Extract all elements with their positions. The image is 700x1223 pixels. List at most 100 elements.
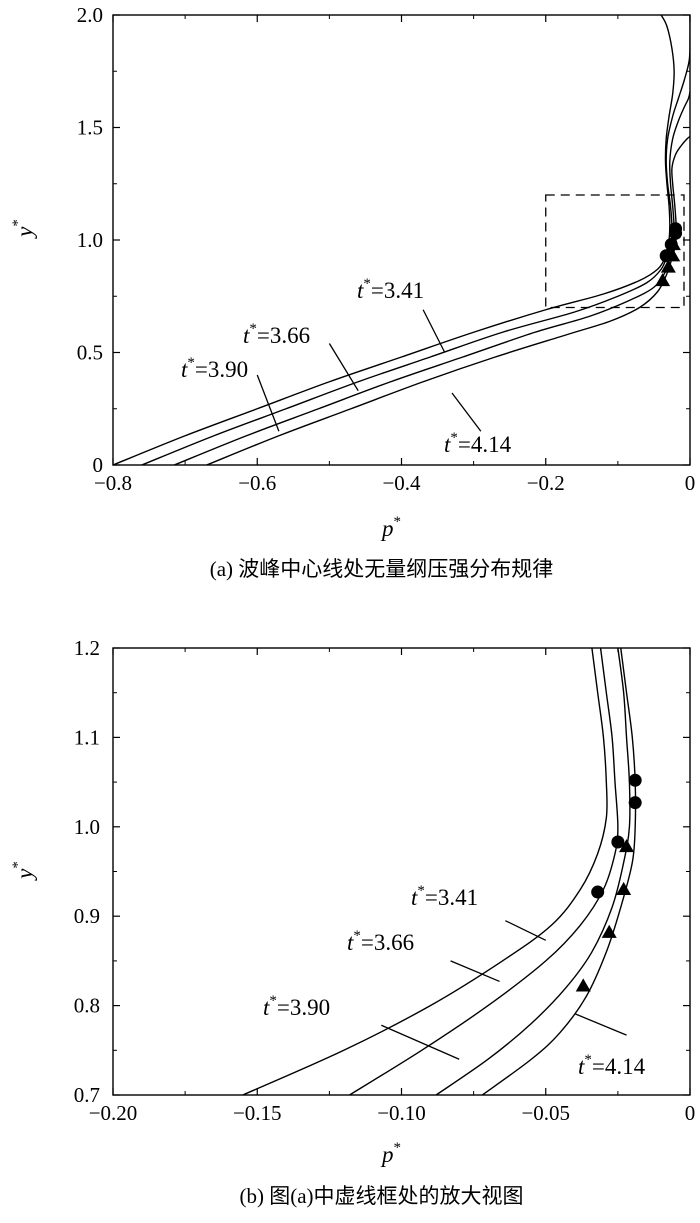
x-tick-label: −0.8 bbox=[94, 471, 132, 495]
annotation-var: t bbox=[357, 278, 364, 303]
series-line-3 bbox=[174, 91, 690, 465]
y-axis-label-sup: * bbox=[10, 861, 26, 869]
x-axis-label: p* bbox=[380, 1140, 401, 1167]
series-line-4 bbox=[481, 648, 637, 1095]
triangle-marker bbox=[616, 881, 632, 896]
annotation-leader bbox=[381, 1024, 460, 1060]
annotation-label: t*=4.14 bbox=[578, 1052, 646, 1079]
triangle-marker bbox=[660, 259, 676, 273]
x-tick-label: −0.05 bbox=[521, 1101, 570, 1125]
y-tick-label: 0.9 bbox=[74, 904, 100, 928]
x-axis-label: p* bbox=[380, 514, 401, 541]
annotation-value: =3.90 bbox=[195, 357, 248, 382]
triangle-marker bbox=[619, 838, 635, 853]
figure-caption: (a) 波峰中心线处无量纲压强分布规律 bbox=[210, 557, 554, 581]
series-line-1 bbox=[242, 648, 608, 1095]
annotation-value: =3.41 bbox=[371, 278, 424, 303]
x-tick-label: −0.15 bbox=[233, 1101, 282, 1125]
annotation-label: t*=3.90 bbox=[263, 993, 330, 1020]
triangle-marker bbox=[575, 978, 591, 992]
x-tick-label: 0 bbox=[685, 471, 696, 495]
triangle-marker bbox=[601, 924, 617, 938]
annotation-leader bbox=[256, 374, 280, 432]
annotation-label: t*=3.66 bbox=[243, 321, 310, 348]
series-line-4 bbox=[206, 135, 690, 465]
annotation-value: =4.14 bbox=[458, 432, 512, 457]
y-tick-label: 1.2 bbox=[74, 636, 100, 660]
y-tick-label: 1.0 bbox=[74, 815, 100, 839]
annotation-leader bbox=[451, 392, 482, 432]
x-tick-label: −0.20 bbox=[89, 1101, 138, 1125]
annotation-var: t bbox=[578, 1054, 585, 1079]
circle-marker bbox=[611, 835, 625, 849]
annotation-label: t*=3.90 bbox=[181, 355, 248, 382]
annotation-leader bbox=[505, 920, 547, 941]
annotation-sup: * bbox=[269, 993, 277, 1009]
x-tick-label: −0.4 bbox=[382, 471, 421, 495]
annotation-value: =3.90 bbox=[277, 995, 330, 1020]
annotation-sup: * bbox=[353, 928, 361, 944]
annotation-var: t bbox=[347, 930, 354, 955]
x-tick-label: 0 bbox=[685, 1101, 696, 1125]
annotation-sup: * bbox=[363, 276, 371, 292]
series-line-2 bbox=[349, 648, 619, 1095]
annotation-value: =3.41 bbox=[425, 885, 478, 910]
triangle-marker bbox=[665, 237, 681, 251]
annotation-sup: * bbox=[417, 883, 425, 899]
marker-group bbox=[655, 222, 683, 287]
annotation-var: t bbox=[444, 432, 451, 457]
annotation-leader bbox=[422, 309, 446, 353]
annotation-var: t bbox=[181, 357, 188, 382]
chart-panel-b: −0.20 −0.15 −0.10 −0.05 0 0.7 0.8 0.9 1.0 1.1 1.2 p… bbox=[10, 636, 695, 1208]
circle-marker bbox=[669, 222, 683, 236]
x-tick-label: −0.10 bbox=[377, 1101, 426, 1125]
y-axis-label: y* bbox=[10, 219, 37, 239]
annotation-sup: * bbox=[249, 321, 257, 337]
annotation-var: t bbox=[411, 885, 418, 910]
annotation-var: t bbox=[243, 323, 250, 348]
triangle-marker bbox=[665, 248, 681, 262]
x-tick-label: −0.6 bbox=[238, 471, 276, 495]
y-tick-label: 1.1 bbox=[74, 725, 100, 749]
x-axis-label-sup: * bbox=[394, 514, 402, 530]
annotation-sup: * bbox=[450, 430, 458, 446]
annotation-var: t bbox=[263, 995, 270, 1020]
annotation-label: t*=3.41 bbox=[357, 276, 424, 303]
y-axis-label: y* bbox=[10, 861, 37, 881]
y-tick-label: 2.0 bbox=[77, 3, 103, 27]
zoom-region-box bbox=[545, 194, 685, 309]
x-axis-label-sup: * bbox=[394, 1140, 402, 1156]
y-tick-label: 0 bbox=[93, 453, 104, 477]
circle-marker bbox=[628, 773, 642, 787]
triangle-marker bbox=[655, 273, 671, 287]
plot-frame bbox=[112, 647, 691, 1096]
y-tick-label: 1.0 bbox=[77, 228, 103, 252]
circle-marker bbox=[591, 885, 605, 899]
annotation-label: t*=4.14 bbox=[444, 430, 512, 457]
annotation-leader bbox=[328, 343, 359, 392]
annotation-sup: * bbox=[187, 355, 195, 371]
series-line-3 bbox=[435, 648, 631, 1095]
annotation-label: t*=3.66 bbox=[347, 928, 414, 955]
plot-frame bbox=[112, 14, 691, 466]
x-tick-label: −0.2 bbox=[527, 471, 565, 495]
annotation-sup: * bbox=[584, 1052, 592, 1068]
annotation-value: =3.66 bbox=[361, 930, 414, 955]
circle-marker bbox=[628, 796, 642, 810]
annotation-leader bbox=[450, 960, 500, 983]
y-tick-label: 0.8 bbox=[74, 994, 100, 1018]
y-axis-label-sup: * bbox=[10, 219, 26, 227]
annotation-label: t*=3.41 bbox=[411, 883, 478, 910]
annotation-leader bbox=[574, 1013, 627, 1036]
y-tick-label: 1.5 bbox=[77, 116, 103, 140]
y-tick-label: 0.5 bbox=[77, 341, 103, 365]
series-line-1 bbox=[113, 15, 675, 465]
series-group bbox=[113, 15, 690, 465]
marker-group bbox=[575, 773, 642, 992]
figure-caption: (b) 图(a)中虚线框处的放大视图 bbox=[239, 1184, 523, 1208]
series-line-2 bbox=[141, 15, 690, 465]
annotation-value: =3.66 bbox=[257, 323, 310, 348]
chart-panel-a: −0.8 −0.6 −0.4 −0.2 000.51.01.52.0p*y*t*=3.4… bbox=[10, 3, 695, 581]
series-group bbox=[242, 648, 637, 1095]
